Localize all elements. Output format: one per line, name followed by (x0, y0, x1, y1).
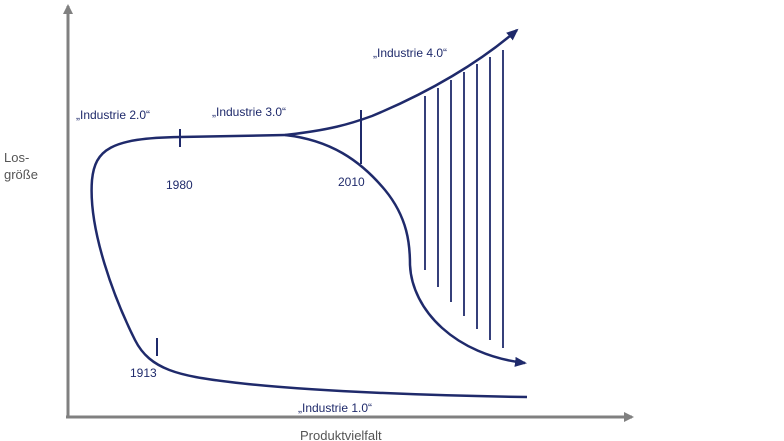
hatching (424, 50, 504, 348)
year-1913: 1913 (130, 366, 157, 380)
label-industrie-4: „Industrie 4.0“ (373, 46, 447, 60)
lower-branch-curve (284, 133, 527, 367)
label-industrie-1: „Industrie 1.0“ (298, 401, 372, 415)
year-2010: 2010 (338, 175, 365, 189)
y-axis-label-line2: größe (4, 167, 38, 182)
label-industrie-2: „Industrie 2.0“ (76, 108, 150, 122)
upper-branch-curve (284, 28, 519, 137)
y-axis-label-line1: Los- (4, 150, 29, 165)
x-axis-label: Produktvielfalt (300, 428, 382, 441)
year-1980: 1980 (166, 178, 193, 192)
label-industrie-3: „Industrie 3.0“ (212, 105, 286, 119)
evolution-curve (90, 133, 528, 399)
